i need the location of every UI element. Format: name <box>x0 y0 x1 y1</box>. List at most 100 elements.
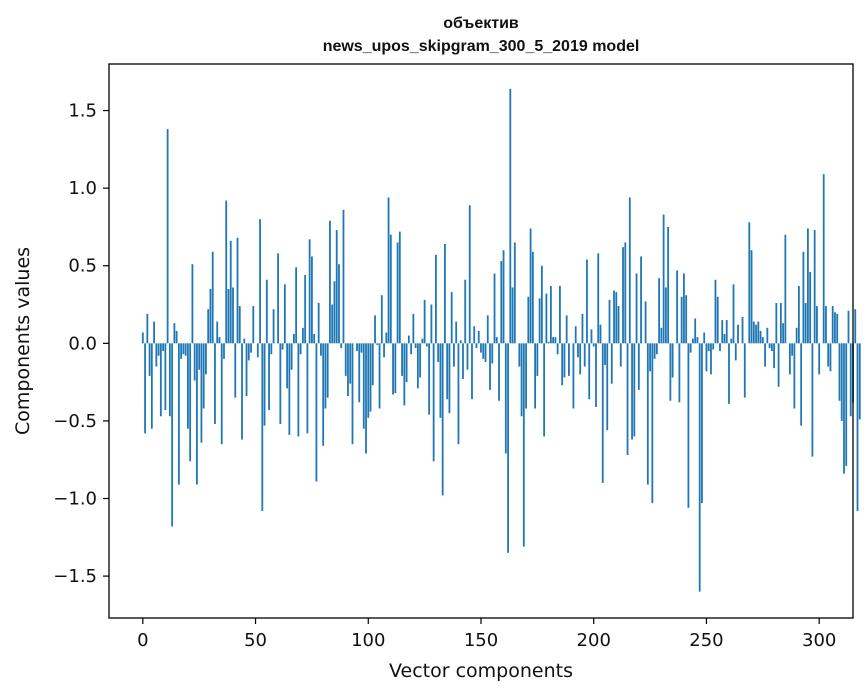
bar <box>811 343 814 457</box>
bar <box>173 323 176 344</box>
bar <box>793 343 796 409</box>
bar <box>416 343 419 389</box>
bar <box>694 318 697 344</box>
bar <box>261 343 264 511</box>
bar <box>633 343 636 437</box>
chart-subtitle: news_upos_skipgram_300_5_2019 model <box>323 38 640 55</box>
bar <box>268 343 270 411</box>
bar <box>297 343 300 437</box>
bar <box>446 343 449 400</box>
bar <box>536 343 539 376</box>
bar <box>752 321 755 344</box>
bar <box>259 219 261 344</box>
bar <box>653 343 656 359</box>
bar <box>396 242 399 344</box>
bar <box>714 279 717 344</box>
chart-title: объектив <box>443 15 519 32</box>
bar <box>701 343 703 504</box>
bar <box>565 315 568 344</box>
bar <box>475 343 478 348</box>
bar <box>326 343 329 398</box>
y-tick-label: −1.5 <box>53 566 97 587</box>
bar <box>712 343 715 350</box>
bar <box>387 197 390 344</box>
bar <box>734 343 737 361</box>
bar <box>646 343 649 485</box>
bar <box>667 226 670 344</box>
bar <box>721 320 724 344</box>
bar <box>818 343 821 375</box>
bar <box>410 343 413 355</box>
bar <box>189 343 192 462</box>
bar <box>568 343 570 376</box>
bar <box>389 234 392 344</box>
bar <box>392 343 394 395</box>
bar <box>608 299 611 344</box>
bar <box>640 256 642 344</box>
bar <box>238 306 241 344</box>
bar <box>150 343 153 429</box>
bar <box>595 343 597 407</box>
bar <box>462 343 464 380</box>
bar <box>277 253 279 344</box>
y-tick-label: −0.5 <box>53 411 97 432</box>
y-tick-label: 0.5 <box>68 256 97 277</box>
bar <box>549 285 552 344</box>
bar <box>635 273 638 344</box>
bar <box>207 309 210 344</box>
bar <box>347 343 349 397</box>
bar <box>755 324 757 344</box>
bar <box>502 250 505 344</box>
bar <box>554 337 557 344</box>
bar <box>439 343 442 418</box>
bar <box>421 338 424 344</box>
bar <box>858 343 861 420</box>
bar <box>509 88 512 344</box>
bar <box>737 324 739 344</box>
bar <box>340 343 343 348</box>
bar <box>205 343 207 375</box>
bar <box>182 343 185 355</box>
bar <box>732 284 735 344</box>
bar <box>540 265 543 344</box>
x-tick-label: 100 <box>351 630 385 651</box>
bar <box>617 306 620 344</box>
bar <box>425 343 428 347</box>
bar <box>211 251 214 344</box>
bar <box>468 205 471 344</box>
bar <box>225 200 228 344</box>
bar <box>606 343 609 431</box>
bar <box>613 290 615 344</box>
bar <box>301 327 304 344</box>
bar <box>622 247 624 344</box>
bar <box>696 337 699 344</box>
bar <box>241 343 243 440</box>
bar <box>229 240 232 344</box>
bar <box>405 343 408 383</box>
bar <box>556 343 559 355</box>
bar <box>448 343 451 414</box>
bar <box>750 250 753 344</box>
x-tick-label: 250 <box>689 630 723 651</box>
bar <box>777 343 780 387</box>
bar <box>329 220 331 344</box>
bar <box>349 343 352 384</box>
bar <box>168 343 171 417</box>
bar <box>279 343 282 425</box>
bar <box>730 338 733 344</box>
bar <box>655 343 658 355</box>
bar <box>782 323 785 344</box>
bar <box>534 343 537 409</box>
y-tick-label: −1.0 <box>53 489 97 510</box>
bar <box>455 321 458 344</box>
y-tick-label: 1.0 <box>68 178 97 199</box>
bar <box>227 289 230 344</box>
bar <box>162 343 165 352</box>
bar <box>757 321 760 344</box>
bar <box>791 343 794 356</box>
bar <box>398 231 401 344</box>
bar <box>822 174 825 344</box>
x-ticks: 0 50 100 150 200 250 300 <box>137 618 836 651</box>
bar <box>453 343 455 367</box>
bar <box>214 343 216 425</box>
